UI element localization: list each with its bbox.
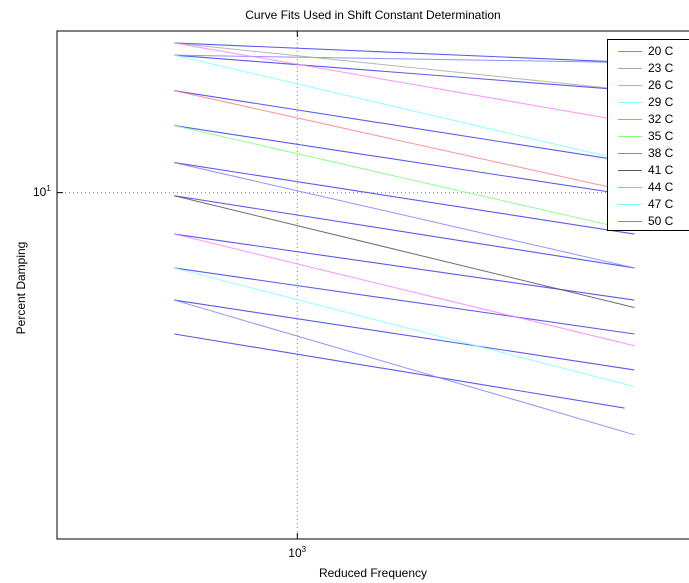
legend-swatch: [618, 119, 642, 120]
legend-label: 44 C: [648, 180, 674, 194]
grid-layer: [57, 31, 689, 539]
legend-item: 20 C: [608, 43, 689, 60]
legend-item: 32 C: [608, 111, 689, 128]
legend-swatch: [618, 187, 642, 188]
legend-item: 29 C: [608, 94, 689, 111]
legend-label: 38 C: [648, 146, 674, 160]
legend-label: 20 C: [648, 44, 674, 58]
legend-label: 50 C: [648, 214, 674, 228]
legend-item: 35 C: [608, 128, 689, 145]
series-layer: [174, 42, 635, 436]
fit-line: [174, 299, 635, 371]
legend-label: 32 C: [648, 112, 674, 126]
fit-line: [174, 333, 625, 409]
y-tick-label: 101: [33, 184, 51, 199]
legend-item: 47 C: [608, 196, 689, 213]
legend-label: 29 C: [648, 95, 674, 109]
x-tick-label: 103: [288, 545, 306, 560]
legend-item: 41 C: [608, 162, 689, 179]
fit-line: [174, 267, 635, 335]
legend-label: 35 C: [648, 129, 674, 143]
legend-swatch: [618, 85, 642, 86]
series-line: [174, 162, 635, 269]
series-line: [174, 233, 635, 347]
series-line: [174, 195, 635, 308]
legend-label: 41 C: [648, 163, 674, 177]
series-line: [174, 42, 635, 124]
legend-swatch: [618, 51, 642, 52]
legend-item: 26 C: [608, 77, 689, 94]
y-tick-base: 10: [33, 184, 47, 199]
legend-item: 38 C: [608, 145, 689, 162]
legend-swatch: [618, 153, 642, 154]
x-tick-exponent: 3: [301, 545, 307, 554]
legend-swatch: [618, 102, 642, 103]
legend: 20 C 23 C 26 C 29 C 32 C 35 C 38 C 41 C 44 C 47 C…: [607, 39, 689, 231]
legend-swatch: [618, 68, 642, 69]
y-tick-exponent: 1: [46, 183, 51, 193]
series-line: [174, 125, 635, 232]
legend-item: 23 C: [608, 60, 689, 77]
legend-label: 47 C: [648, 197, 674, 211]
series-line: [174, 90, 635, 194]
legend-swatch: [618, 170, 642, 171]
series-line: [174, 267, 635, 388]
y-axis-label: Percent Damping: [14, 241, 28, 335]
series-line: [174, 42, 635, 92]
series-line: [174, 54, 635, 164]
fit-line: [174, 125, 635, 197]
x-axis-label: Reduced Frequency: [318, 566, 428, 580]
fit-line: [174, 90, 635, 164]
fit-line: [174, 195, 635, 269]
series-line: [174, 54, 635, 64]
fit-line: [174, 42, 635, 64]
legend-swatch: [618, 221, 642, 222]
tick-marks: [57, 31, 298, 539]
legend-label: 26 C: [648, 78, 674, 92]
chart-title: Curve Fits Used in Shift Constant Determ…: [245, 8, 501, 22]
legend-label: 23 C: [648, 61, 674, 75]
fit-line: [174, 54, 635, 92]
legend-item: 44 C: [608, 179, 689, 196]
series-line: [174, 299, 635, 436]
legend-swatch: [618, 136, 642, 137]
fit-line: [174, 162, 635, 235]
x-tick-base: 10: [288, 546, 302, 560]
axes-box: [56, 30, 689, 540]
legend-swatch: [618, 204, 642, 205]
legend-item: 50 C: [608, 213, 689, 230]
